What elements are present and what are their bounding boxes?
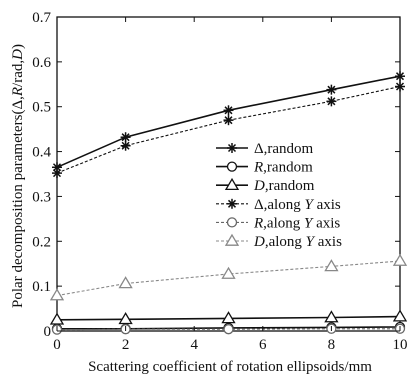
legend-label-6: D,along Y axis — [253, 234, 342, 250]
series-3-point — [324, 310, 339, 323]
series-1-point — [326, 84, 337, 95]
series-4-point — [223, 115, 234, 126]
ticks-layer: 0 2 4 6 8 10 0 0.1 0.2 0.3 0.4 0.5 0.6 0.7 — [32, 10, 407, 353]
series-6-point — [324, 259, 339, 272]
series-1-point — [52, 162, 62, 173]
x-tick-label: 6 — [259, 337, 267, 353]
x-tick-label: 8 — [328, 337, 336, 353]
y-tick-label: 0.3 — [32, 189, 51, 205]
y-tick-label: 0.4 — [32, 145, 51, 161]
legend-label-1: Δ,random — [254, 141, 314, 157]
legend-label-2: R,random — [253, 160, 313, 176]
y-tick-label: 0.5 — [32, 100, 51, 116]
legend-marker-1 — [227, 143, 237, 153]
series-6-point — [49, 288, 65, 301]
y-axis-title: Polar decomposition parameters(Δ,R/rad,D… — [10, 44, 26, 308]
y-tick-label: 0.7 — [32, 10, 51, 26]
plot-frame — [56, 16, 401, 332]
x-tick-label: 10 — [393, 337, 408, 353]
legend-label-4: Δ,along Y axis — [254, 197, 341, 213]
series-3-point — [392, 309, 408, 322]
series-4-point — [395, 81, 405, 92]
legend: Δ,random R,random D,random Δ,along Y axis R,… — [216, 141, 342, 250]
series-1-point — [395, 71, 405, 82]
series-layer — [49, 71, 408, 335]
x-tick-label: 2 — [122, 337, 130, 353]
series-line-4 — [56, 85, 401, 174]
legend-label-5: R,along Y axis — [253, 215, 340, 231]
legend-marker-3 — [224, 177, 240, 191]
legend-marker-4 — [227, 198, 237, 209]
series-3-point — [49, 312, 65, 325]
series-5-point — [223, 324, 234, 335]
series-1-point — [223, 105, 234, 116]
series-4-point — [120, 140, 131, 151]
series-3-point — [118, 312, 133, 325]
legend-label-3: D,random — [253, 178, 315, 194]
legend-marker-6 — [224, 233, 240, 246]
series-4-point — [326, 96, 337, 107]
legend-marker-5 — [226, 217, 238, 228]
x-axis-title: Scattering coefficient of rotation ellip… — [88, 359, 372, 375]
series-6-point — [118, 276, 133, 289]
legend-marker-2 — [226, 161, 238, 172]
x-tick-label: 0 — [53, 337, 61, 353]
y-tick-label: 0 — [44, 324, 52, 340]
series-1-point — [120, 132, 131, 143]
y-tick-label: 0.2 — [32, 234, 51, 250]
series-6-point — [221, 266, 236, 279]
series-4-point — [52, 168, 62, 179]
x-tick-label: 4 — [190, 337, 198, 353]
y-tick-label: 0.6 — [32, 55, 51, 71]
y-tick-label: 0.1 — [32, 279, 51, 295]
series-6-point — [392, 253, 408, 266]
series-3-point — [221, 311, 236, 324]
